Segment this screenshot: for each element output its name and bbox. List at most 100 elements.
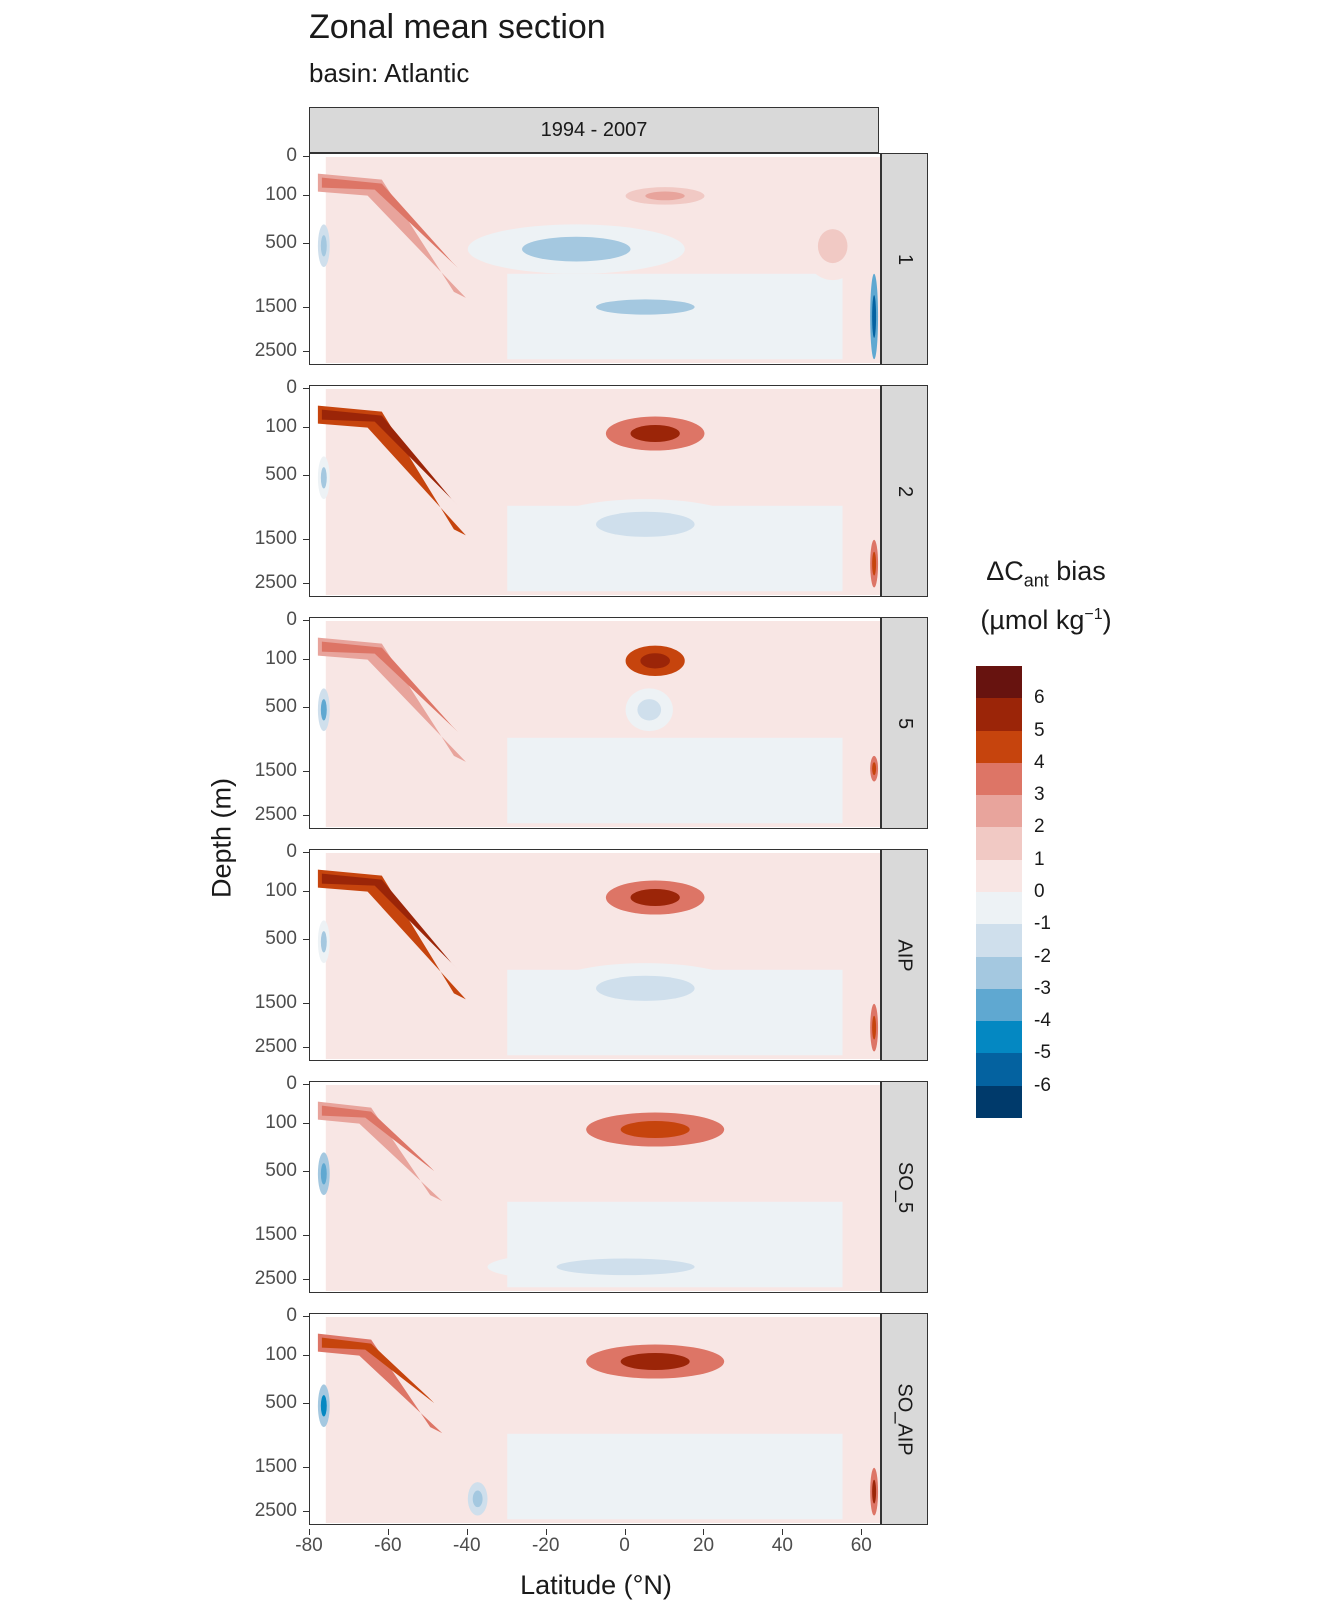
legend-break-label: -4 — [1034, 1010, 1051, 1032]
legend-break-label: 2 — [1034, 816, 1045, 838]
legend-unit-post: ) — [1102, 605, 1112, 636]
y-tick-mark — [303, 582, 309, 584]
y-tick-mark — [303, 538, 309, 540]
legend-swatch — [976, 666, 1022, 699]
band-core-mark — [321, 177, 458, 268]
y-tick-label: 500 — [265, 1392, 297, 1414]
legend-swatch — [976, 698, 1022, 731]
y-tick-mark — [303, 426, 309, 428]
y-tick-label: 1500 — [254, 1223, 297, 1245]
y-tick-label: 1500 — [254, 1455, 297, 1477]
legend-break-label: -1 — [1034, 913, 1051, 935]
heatmap-svg — [317, 1085, 880, 1291]
y-tick-label: 2500 — [254, 803, 297, 825]
row-facet-label: AIP — [894, 938, 916, 972]
row-facet-strip: 2 — [881, 385, 928, 597]
row-facet-label: 1 — [894, 253, 916, 265]
blob-core-mark — [630, 889, 680, 907]
y-tick-label: 100 — [265, 183, 297, 205]
row-facet-strip: 1 — [881, 153, 928, 365]
y-tick-label: 100 — [265, 1111, 297, 1133]
y-tick-label: 0 — [286, 1305, 297, 1326]
legend-break-label: -2 — [1034, 945, 1051, 967]
legend-title-main: ΔC — [986, 556, 1024, 586]
blob-core-mark — [630, 425, 680, 443]
blob-core-mark — [640, 653, 670, 669]
legend-swatch — [976, 795, 1022, 828]
legend-title-sub: ant — [1023, 570, 1049, 591]
band-core-mark — [321, 873, 458, 970]
y-axis-label: Depth (m) — [206, 777, 237, 899]
legend-colorbar — [976, 666, 1022, 1118]
legend-swatch — [976, 827, 1022, 860]
facet-panel-1: 1 0 100 500 1500 2500 — [255, 145, 928, 365]
x-tick-mark — [387, 1529, 389, 1535]
legend-swatch — [976, 859, 1022, 892]
y-tick-mark — [303, 890, 309, 892]
deep-field — [507, 1433, 843, 1520]
legend-swatch — [976, 924, 1022, 957]
legend-break-label: 0 — [1034, 881, 1045, 902]
x-tick-label: 40 — [771, 1535, 793, 1556]
plot-area — [309, 617, 881, 829]
legend-swatch — [976, 1085, 1022, 1118]
y-tick-label: 100 — [265, 647, 297, 669]
legend-swatch — [976, 891, 1022, 925]
chart-title: Zonal mean section — [309, 8, 606, 46]
deep-field — [507, 737, 843, 824]
x-tick-label: 60 — [850, 1535, 872, 1556]
y-tick-label: 1500 — [254, 295, 297, 317]
column-facet-strip: 1994 - 2007 — [309, 107, 879, 153]
y-tick-mark — [303, 388, 309, 389]
heatmap-svg — [317, 853, 880, 1059]
legend-break-label: -3 — [1034, 977, 1051, 999]
x-tick-label: 0 — [619, 1535, 630, 1556]
band-core-mark — [321, 1337, 435, 1404]
y-tick-label: 2500 — [254, 339, 297, 361]
legend-break-label: -6 — [1034, 1074, 1051, 1096]
blob-core-mark — [596, 975, 695, 1001]
x-tick-mark — [624, 1529, 626, 1535]
y-tick-mark — [303, 1466, 309, 1468]
y-tick-label: 2500 — [254, 1499, 297, 1521]
blob-core-mark — [872, 551, 877, 576]
facet-panel-AIP: AIP 0 100 500 1500 2500 — [255, 841, 928, 1061]
y-tick-label: 500 — [265, 464, 297, 486]
y-tick-mark — [303, 475, 309, 477]
legend-break-label: -5 — [1034, 1042, 1051, 1064]
y-tick-mark — [303, 1354, 309, 1356]
y-tick-mark — [303, 1171, 309, 1173]
blob-core-mark — [320, 1395, 327, 1417]
y-tick-label: 2500 — [254, 1035, 297, 1057]
y-tick-label: 500 — [265, 232, 297, 254]
x-axis-label: Latitude (°N) — [520, 1570, 672, 1600]
y-tick-mark — [303, 1403, 309, 1405]
x-tick-label: -20 — [531, 1535, 560, 1556]
x-tick-mark — [466, 1529, 468, 1535]
blob-core-mark — [320, 1163, 327, 1185]
legend-unit-pre: (µmol kg — [980, 605, 1085, 636]
y-tick-label: 0 — [286, 377, 297, 398]
blob-core-mark — [556, 1258, 695, 1276]
blob-core-mark — [872, 1015, 877, 1040]
y-tick-mark — [303, 1510, 309, 1512]
y-tick-mark — [303, 350, 309, 352]
y-tick-mark — [303, 1278, 309, 1280]
blob-core-mark — [522, 236, 631, 262]
row-facet-label: 2 — [894, 485, 916, 497]
chart-subtitle: basin: Atlantic — [309, 58, 470, 88]
y-tick-mark — [303, 814, 309, 816]
blob-core-mark — [320, 699, 327, 721]
y-tick-mark — [303, 156, 309, 157]
y-tick-label: 500 — [265, 928, 297, 950]
facet-panel-SO_AIP: SO_AIP 0 100 500 1500 2500 — [255, 1305, 928, 1525]
blob-core-mark — [817, 229, 848, 264]
y-tick-label: 0 — [286, 1073, 297, 1094]
facet-panel-SO_5: SO_5 0 100 500 1500 2500 — [255, 1073, 928, 1293]
blob-core-mark — [637, 699, 662, 721]
legend-unit-sup: −1 — [1084, 606, 1103, 624]
plot-area — [309, 385, 881, 597]
y-tick-mark — [303, 852, 309, 853]
legend-swatch — [976, 956, 1022, 989]
blob-core-mark — [872, 1479, 877, 1504]
